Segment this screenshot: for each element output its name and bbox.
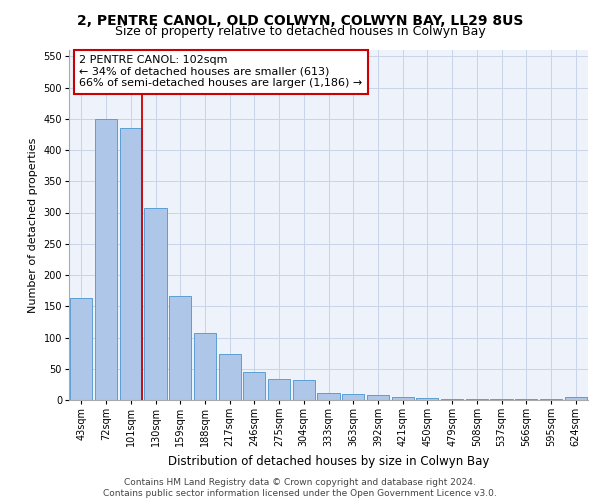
Bar <box>565 397 587 400</box>
Bar <box>243 372 265 400</box>
Bar <box>441 399 463 400</box>
Bar <box>416 398 439 400</box>
Bar <box>194 333 216 400</box>
Bar <box>95 119 117 400</box>
Bar <box>466 399 488 400</box>
Bar <box>342 394 364 400</box>
Bar <box>515 399 538 400</box>
Bar <box>169 296 191 400</box>
Bar <box>317 393 340 400</box>
Y-axis label: Number of detached properties: Number of detached properties <box>28 138 38 312</box>
Bar <box>145 208 167 400</box>
Bar <box>70 298 92 400</box>
Bar <box>218 354 241 400</box>
Bar <box>268 380 290 400</box>
Bar <box>490 399 512 400</box>
Bar <box>293 380 315 400</box>
Bar <box>540 399 562 400</box>
Text: 2 PENTRE CANOL: 102sqm
← 34% of detached houses are smaller (613)
66% of semi-de: 2 PENTRE CANOL: 102sqm ← 34% of detached… <box>79 56 362 88</box>
X-axis label: Distribution of detached houses by size in Colwyn Bay: Distribution of detached houses by size … <box>168 455 489 468</box>
Text: Size of property relative to detached houses in Colwyn Bay: Size of property relative to detached ho… <box>115 25 485 38</box>
Text: Contains HM Land Registry data © Crown copyright and database right 2024.
Contai: Contains HM Land Registry data © Crown c… <box>103 478 497 498</box>
Bar <box>119 128 142 400</box>
Text: 2, PENTRE CANOL, OLD COLWYN, COLWYN BAY, LL29 8US: 2, PENTRE CANOL, OLD COLWYN, COLWYN BAY,… <box>77 14 523 28</box>
Bar <box>367 395 389 400</box>
Bar <box>392 397 414 400</box>
